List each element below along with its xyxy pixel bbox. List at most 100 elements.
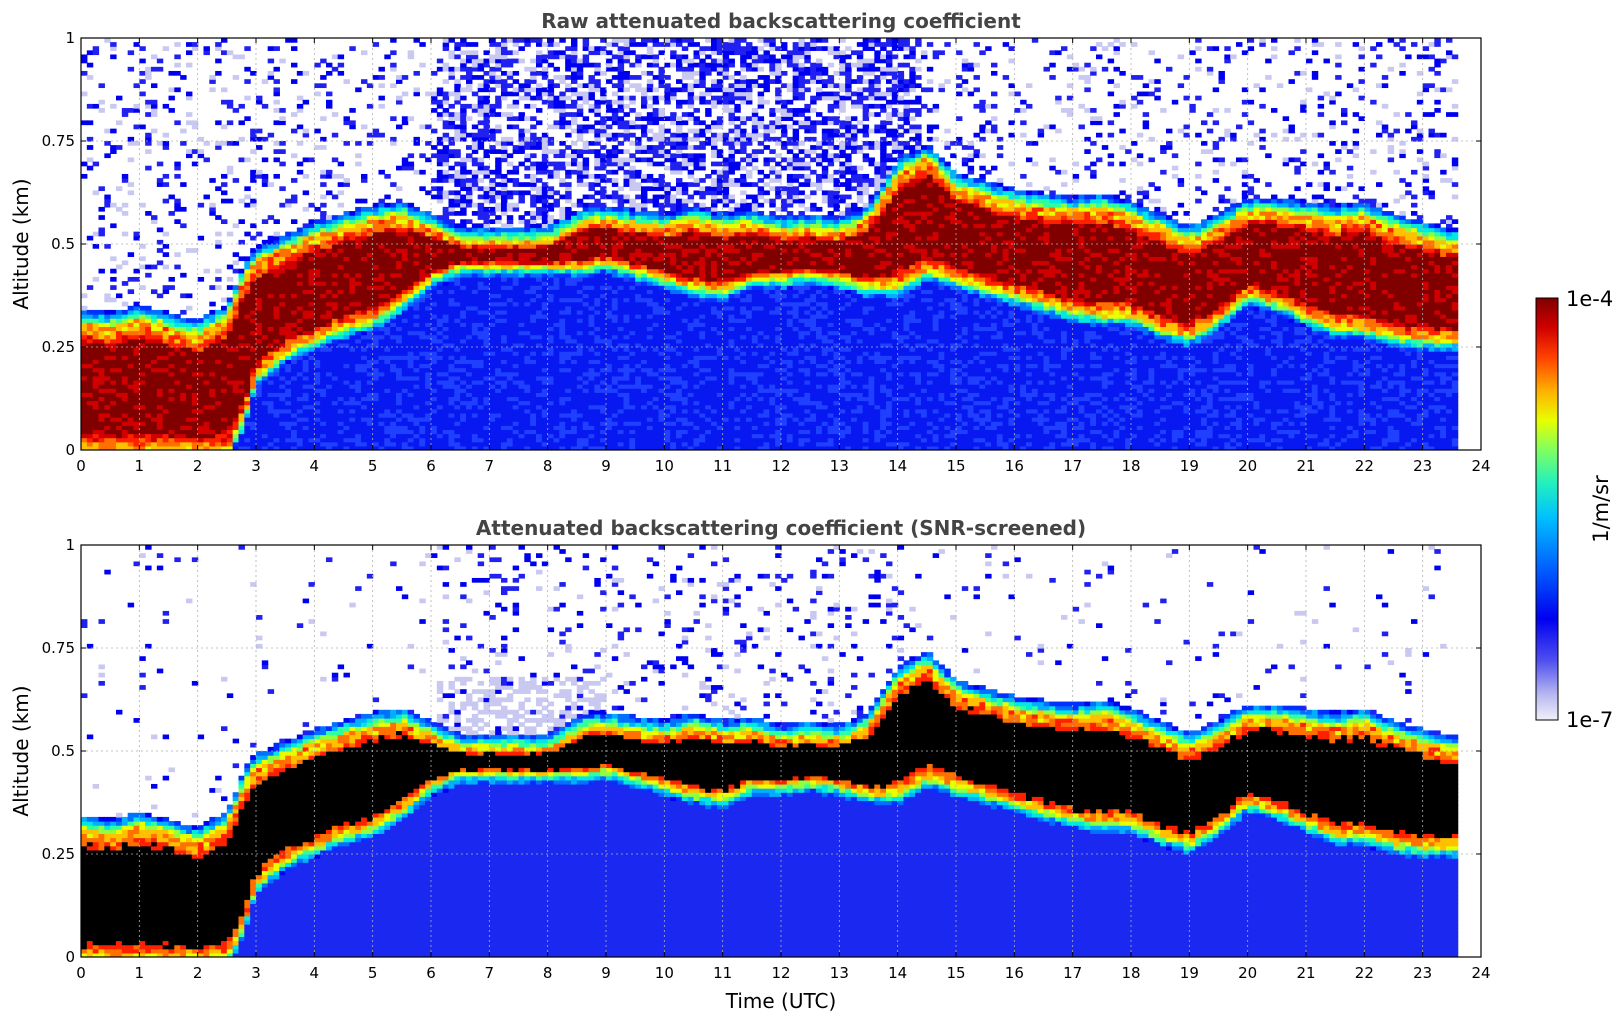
heatmap-cell	[407, 260, 415, 266]
heatmap-cell	[343, 445, 350, 450]
heatmap-cell	[471, 231, 479, 237]
heatmap-cell	[121, 355, 129, 360]
heatmap-cell	[139, 437, 146, 443]
heatmap-cell	[466, 153, 473, 159]
heatmap-cell	[361, 268, 368, 274]
heatmap-cell	[448, 359, 455, 365]
heatmap-cell	[536, 198, 543, 204]
heatmap-cell	[174, 441, 181, 447]
heatmap-cell	[121, 309, 129, 315]
heatmap-cell	[261, 301, 269, 307]
heatmap-cell	[436, 367, 444, 373]
heatmap-cell	[372, 359, 380, 365]
heatmap-cell	[151, 384, 158, 389]
heatmap-cell	[180, 351, 187, 356]
heatmap-cell	[139, 338, 146, 344]
heatmap-cell	[267, 375, 275, 381]
heatmap-cell	[372, 322, 380, 327]
heatmap-cell	[483, 149, 490, 154]
heatmap-cell	[343, 120, 350, 126]
heatmap-cell	[261, 244, 269, 249]
heatmap-cell	[518, 433, 525, 439]
heatmap-cell	[215, 388, 222, 393]
heatmap-cell	[536, 375, 543, 381]
heatmap-cell	[541, 301, 549, 307]
heatmap-cell	[524, 281, 531, 286]
heatmap-cell	[536, 141, 543, 146]
heatmap-cell	[337, 190, 345, 196]
heatmap-cell	[401, 297, 409, 303]
heatmap-cell	[337, 359, 345, 365]
heatmap-cell	[291, 301, 298, 307]
heatmap-cell	[396, 211, 403, 216]
heatmap-cell	[291, 412, 298, 418]
heatmap-cell	[168, 379, 175, 385]
heatmap-cell	[361, 441, 368, 447]
heatmap-cell	[425, 396, 432, 402]
heatmap-cell	[483, 50, 490, 56]
heatmap-cell	[489, 285, 496, 290]
heatmap-cell	[302, 375, 310, 381]
heatmap-cell	[326, 264, 333, 270]
heatmap-cell	[110, 408, 117, 414]
heatmap-cell	[361, 314, 368, 319]
heatmap-cell	[483, 285, 490, 290]
heatmap-cell	[250, 396, 257, 402]
heatmap-cell	[209, 314, 216, 319]
heatmap-cell	[308, 276, 315, 282]
heatmap-cell	[296, 281, 304, 286]
heatmap-cell	[273, 375, 280, 381]
heatmap-cell	[238, 305, 245, 311]
heatmap-cell	[256, 244, 263, 249]
heatmap-cell	[495, 404, 502, 410]
heatmap-cell	[168, 371, 175, 377]
heatmap-cell	[302, 223, 310, 229]
heatmap-cell	[489, 260, 496, 266]
heatmap-cell	[92, 367, 100, 373]
heatmap-cell	[361, 392, 368, 398]
heatmap-cell	[98, 417, 105, 422]
heatmap-cell	[215, 371, 222, 377]
heatmap-cell	[506, 70, 514, 76]
heatmap-cell	[448, 437, 455, 443]
heatmap-cell	[250, 256, 257, 262]
heatmap-cell	[483, 363, 490, 369]
heatmap-cell	[291, 231, 298, 237]
heatmap-cell	[460, 108, 467, 113]
heatmap-cell	[343, 223, 350, 229]
heatmap-cell	[512, 248, 520, 253]
heatmap-cell	[460, 388, 467, 393]
heatmap-cell	[442, 359, 450, 365]
heatmap-cell	[343, 388, 350, 393]
heatmap-cell	[524, 248, 531, 253]
heatmap-cell	[261, 256, 269, 262]
heatmap-cell	[396, 392, 403, 398]
heatmap-cell	[448, 285, 455, 290]
heatmap-cell	[308, 351, 315, 356]
heatmap-cell	[302, 342, 310, 348]
heatmap-cell	[524, 417, 531, 422]
heatmap-cell	[104, 400, 111, 406]
heatmap-cell	[98, 231, 105, 237]
heatmap-cell	[221, 400, 228, 406]
heatmap-cell	[215, 408, 222, 414]
heatmap-cell	[273, 264, 280, 270]
heatmap-cell	[244, 441, 251, 447]
heatmap-cell	[238, 309, 245, 315]
heatmap-cell	[250, 342, 257, 348]
heatmap-cell	[314, 342, 321, 348]
heatmap-cell	[226, 309, 234, 315]
heatmap-cell	[378, 227, 385, 233]
heatmap-cell	[296, 70, 304, 76]
heatmap-cell	[489, 70, 496, 76]
heatmap-cell	[279, 441, 286, 447]
heatmap-cell	[366, 305, 374, 311]
heatmap-cell	[355, 421, 362, 426]
heatmap-cell	[156, 326, 164, 332]
heatmap-cell	[431, 433, 438, 439]
heatmap-cell	[156, 408, 164, 414]
heatmap-cell	[151, 338, 158, 344]
heatmap-cell	[501, 301, 508, 307]
heatmap-cell	[518, 272, 525, 278]
heatmap-cell	[366, 289, 374, 295]
